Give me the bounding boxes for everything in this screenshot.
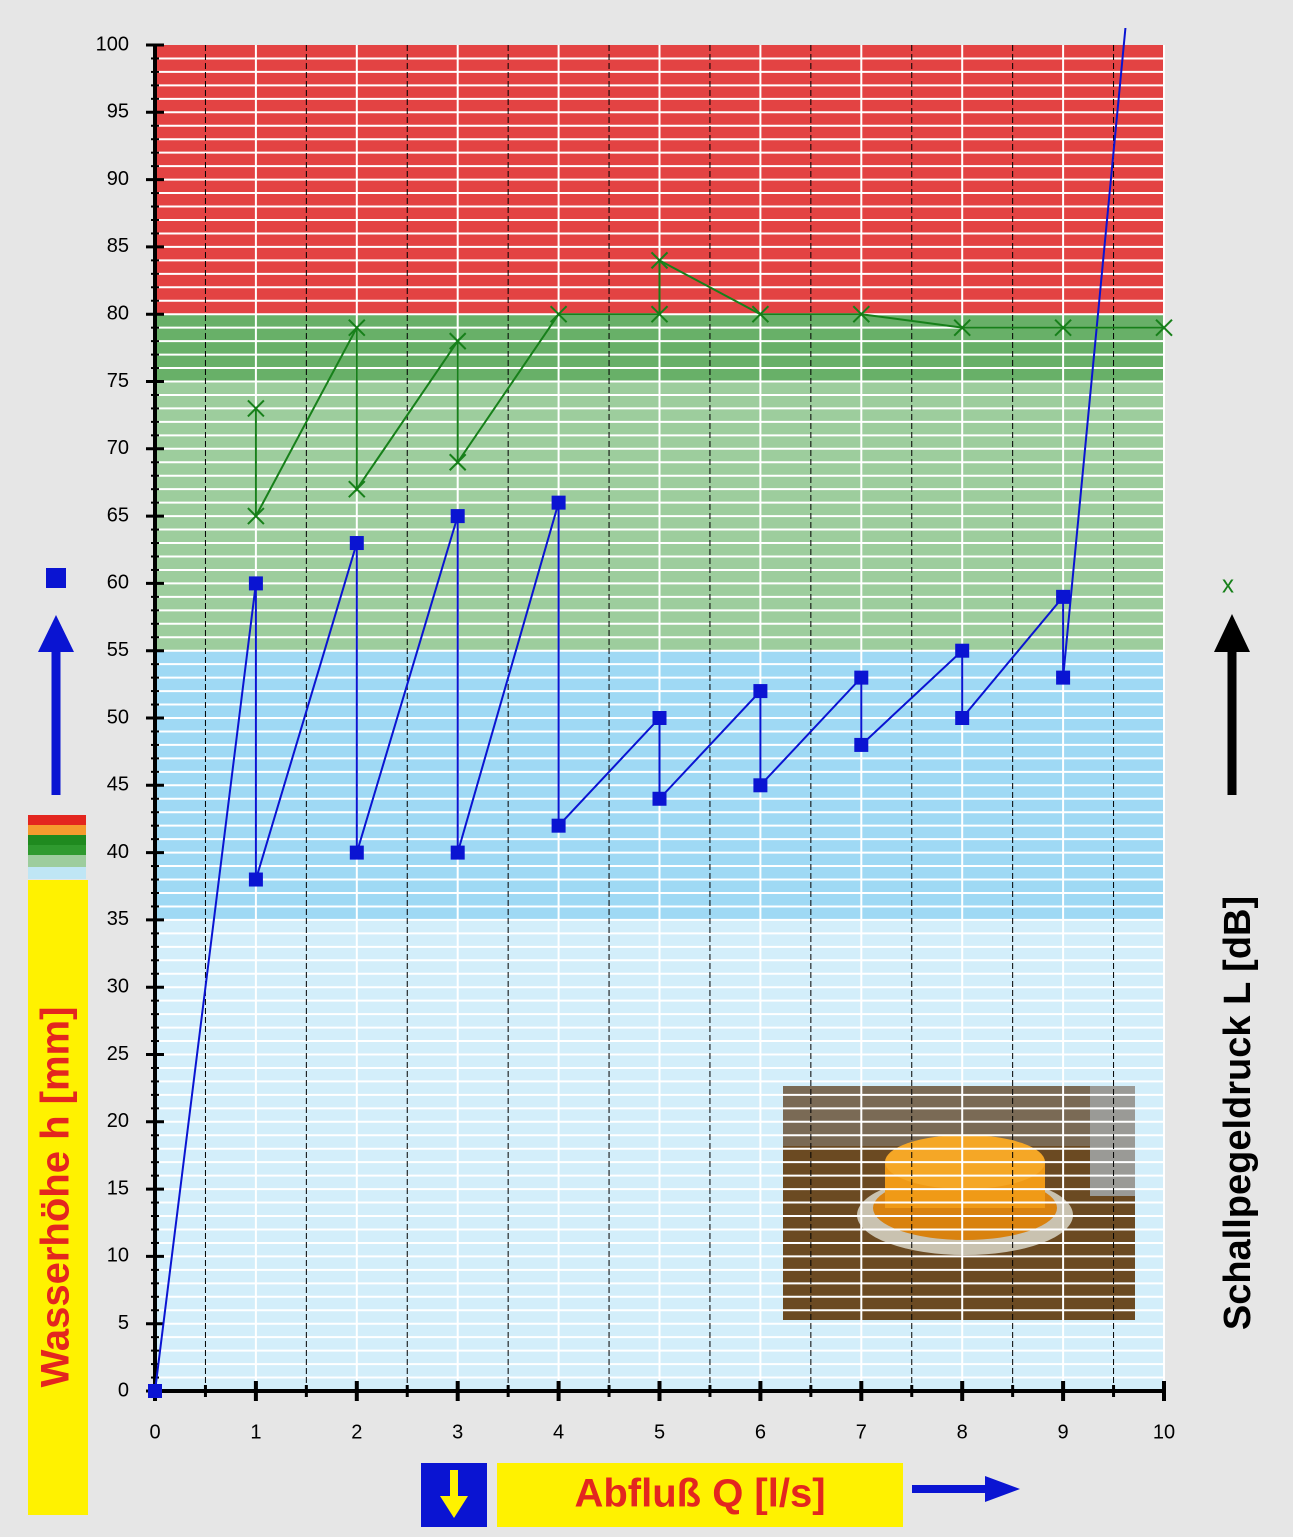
point	[248, 576, 263, 591]
y-tick-label: 70	[107, 437, 129, 459]
point	[348, 480, 366, 498]
point	[650, 305, 669, 323]
point	[852, 305, 871, 323]
point	[652, 711, 667, 725]
x-tick-label: 5	[654, 1421, 665, 1443]
y-tick-label: 15	[107, 1177, 129, 1199]
y-tick-label: 65	[107, 504, 129, 526]
y-tick-label: 85	[107, 235, 129, 257]
y-tick-label: 80	[107, 302, 129, 324]
x-tick-label: 3	[452, 1421, 463, 1443]
point	[450, 845, 465, 860]
point	[148, 1384, 162, 1398]
series-line	[254, 258, 1164, 517]
point	[448, 332, 467, 350]
point	[247, 399, 265, 418]
y-tick-label: 10	[107, 1245, 129, 1267]
point	[953, 318, 971, 337]
y2-axis-title-box: x Schallpegeldruck L [dB]	[1214, 571, 1259, 1330]
x-tick-label: 9	[1058, 1421, 1069, 1443]
point	[650, 251, 669, 270]
y-tick-label: 40	[107, 841, 129, 863]
legend-square	[46, 568, 66, 588]
y-axis-title-box: Wasserhöhe h [mm]	[28, 568, 88, 1515]
point	[349, 845, 364, 860]
y-tick-label: 95	[107, 101, 129, 123]
y-axis-title: Wasserhöhe h [mm]	[34, 1007, 78, 1388]
x-axis-title-box: Abfluß Q [l/s]	[421, 1463, 1020, 1527]
y-tick-label: 25	[107, 1043, 129, 1065]
y2-marker-label: x	[1222, 571, 1234, 598]
y-tick-label: 5	[118, 1312, 129, 1334]
y-tick-label: 100	[96, 33, 129, 55]
x-tick-label: 8	[957, 1421, 968, 1443]
point	[652, 791, 667, 806]
x-tick-label: 4	[553, 1421, 564, 1443]
point	[349, 536, 364, 551]
y-tick-label: 55	[107, 639, 129, 661]
point	[551, 818, 566, 833]
point	[1056, 670, 1071, 685]
point	[1155, 318, 1173, 337]
point	[551, 495, 566, 510]
point	[753, 778, 768, 793]
point	[448, 453, 467, 471]
y-tick-label: 35	[107, 908, 129, 930]
point	[248, 872, 263, 887]
y-tick-label: 20	[107, 1110, 129, 1132]
y-tick-label: 60	[107, 572, 129, 594]
x-tick-label: 6	[755, 1421, 766, 1443]
point	[751, 305, 770, 323]
x-tick-label: 0	[149, 1421, 160, 1443]
x-tick-label: 10	[1153, 1421, 1175, 1443]
point	[955, 643, 970, 658]
x-axis-title: Abfluß Q [l/s]	[574, 1472, 825, 1516]
y-tick-label: 0	[118, 1379, 129, 1401]
series-line	[154, 28, 1127, 1392]
x-tick-label: 1	[250, 1421, 261, 1443]
point	[1121, 0, 1135, 12]
point	[549, 305, 568, 323]
point	[1056, 589, 1071, 604]
y-tick-label: 45	[107, 774, 129, 796]
x-tick-label: 7	[856, 1421, 867, 1443]
y-tick-label: 50	[107, 706, 129, 728]
point	[854, 670, 869, 685]
point	[348, 318, 366, 337]
x-tick-label: 2	[351, 1421, 362, 1443]
y-tick-label: 90	[107, 168, 129, 190]
point	[1054, 318, 1072, 337]
y-tick-label: 30	[107, 975, 129, 997]
point	[753, 684, 768, 699]
y2-axis-title: Schallpegeldruck L [dB]	[1217, 896, 1259, 1330]
point	[854, 737, 869, 752]
point	[955, 711, 970, 725]
point	[450, 509, 465, 524]
y-tick-label: 75	[107, 370, 129, 392]
point	[247, 507, 265, 525]
